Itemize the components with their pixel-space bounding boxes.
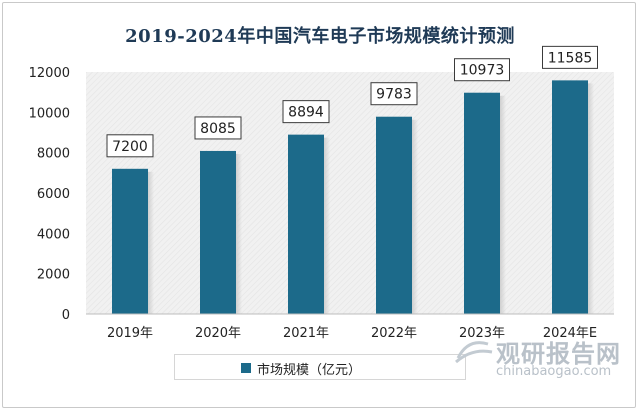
y-tick-label: 8000 [37,147,70,162]
bar-shadow [588,83,594,314]
watermark-name: 观研报告网 [496,340,621,368]
bar-shadow [324,137,330,314]
y-tick-label: 12000 [29,66,70,81]
y-tick-label: 10000 [29,106,70,121]
data-label-box [282,100,330,124]
x-tick-label: 2019年 [107,326,153,341]
data-label: 11585 [548,50,593,66]
bar [200,150,236,314]
data-label-box [454,58,510,82]
watermark-url: chinabaogao.com [496,364,612,379]
legend: 市场规模（亿元） [174,354,466,380]
y-tick-label: 4000 [37,227,70,242]
x-tick-label: 2022年 [371,326,417,341]
bar [376,116,412,314]
bar [552,80,588,314]
data-label: 7200 [112,139,148,155]
bars-group: 7200 8085 8894 9783 10973 11585 [106,45,598,314]
y-axis: 0 2000 4000 6000 8000 10000 12000 [29,66,70,323]
data-label: 10973 [460,63,505,79]
y-tick-label: 6000 [37,187,70,202]
bar-shadow [236,153,242,314]
data-label: 8894 [288,105,324,121]
bar [112,168,148,314]
bar [288,134,324,314]
plot-background [86,72,614,314]
y-tick-label: 0 [62,308,70,323]
bar-shadow [412,119,418,314]
x-tick-label: 2023年 [459,326,505,341]
bar-shadow [148,171,154,314]
data-label: 8085 [200,121,236,137]
data-label-box [106,134,154,158]
data-label-box [542,45,598,69]
x-tick-label: 2020年 [195,326,241,341]
data-label: 9783 [376,87,412,103]
x-axis: 2019年 2020年 2021年 2022年 2023年 2024年E [86,313,614,341]
legend-swatch [241,363,251,373]
y-tick-label: 2000 [37,268,70,283]
legend-label: 市场规模（亿元） [257,363,362,378]
watermark: 观研报告网 chinabaogao.com [452,330,634,392]
chart-title: 2019-2024年中国汽车电子市场规模统计预测 [125,26,515,47]
bar-shadow [500,95,506,314]
data-label-box [370,82,418,106]
bar [464,92,500,314]
x-tick-label: 2021年 [283,326,329,341]
data-label-box [194,116,242,140]
watermark-logo-icon [455,341,493,364]
x-tick-label: 2024年E [543,326,597,341]
